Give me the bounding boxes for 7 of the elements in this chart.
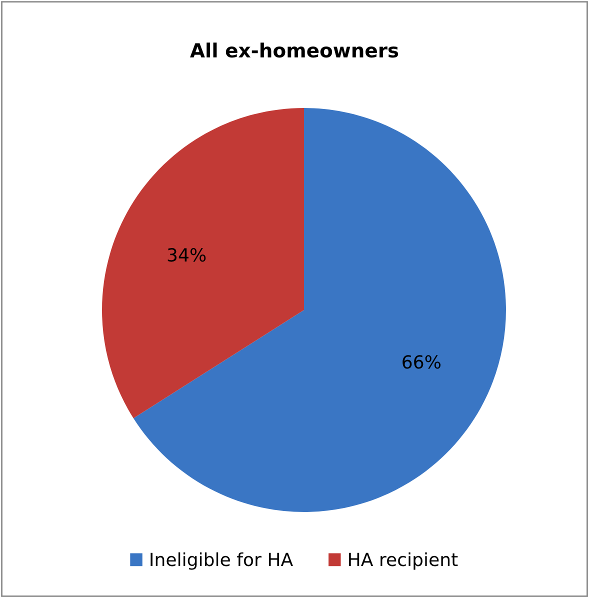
data-label: 66% [402, 355, 440, 369]
legend-label: Ineligible for HA [150, 552, 293, 570]
pie-slice [133, 108, 506, 512]
chart-title: All ex-homeowners [190, 42, 398, 58]
data-label: 34% [168, 248, 206, 262]
legend-label: HA recipient [349, 552, 458, 570]
pie-slice [102, 108, 304, 418]
